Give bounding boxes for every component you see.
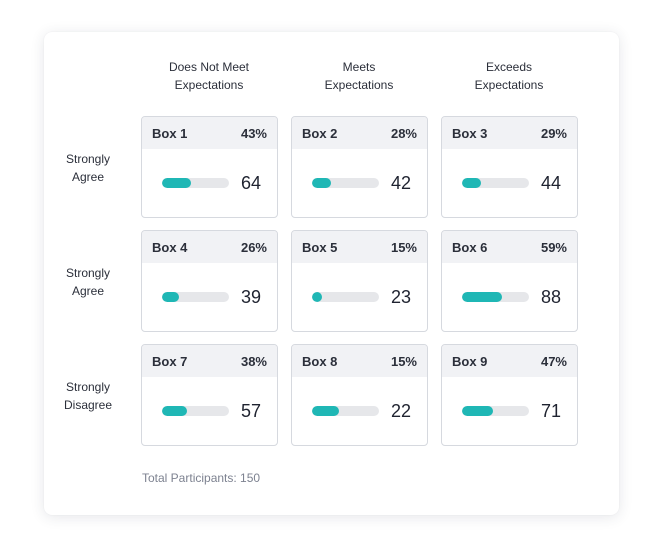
box-label: Box 4 [152, 239, 188, 255]
progress-bar [312, 406, 379, 416]
progress-bar [462, 406, 529, 416]
box-percent: 59% [540, 239, 567, 255]
box-header: Box 2 28% [292, 117, 427, 149]
box-count: 23 [391, 287, 412, 307]
box-count: 88 [541, 287, 562, 307]
progress-fill [162, 406, 188, 416]
progress-bar [162, 178, 229, 188]
box-percent: 43% [240, 125, 267, 141]
box-header: Box 7 38% [142, 345, 277, 377]
box-percent: 38% [240, 353, 267, 369]
box-label: Box 6 [452, 239, 488, 255]
progress-fill [312, 178, 331, 188]
progress-fill [462, 178, 482, 188]
box-label: Box 9 [452, 353, 488, 369]
box-percent: 28% [390, 125, 417, 141]
nine-box-grid-card: Does Not Meet Expectations Meets Expecta… [44, 32, 619, 515]
box-percent: 15% [390, 239, 417, 255]
box-header: Box 1 43% [142, 117, 277, 149]
box-header: Box 5 15% [292, 231, 427, 263]
progress-fill [462, 406, 494, 416]
box-label: Box 5 [302, 239, 338, 255]
box-header: Box 4 26% [142, 231, 277, 263]
box-percent: 26% [240, 239, 267, 255]
column-header-meets: Meets Expectations [324, 60, 394, 92]
box-label: Box 8 [302, 353, 338, 369]
row-header-1: Strongly Agree [65, 152, 111, 184]
column-header-does-not-meet: Does Not Meet Expectations [168, 60, 250, 92]
progress-fill [162, 292, 180, 302]
box-count: 64 [241, 173, 262, 193]
box-count: 42 [391, 173, 412, 193]
box-1[interactable]: Box 1 43% 64 [141, 116, 278, 218]
box-7[interactable]: Box 7 38% 57 [141, 344, 278, 446]
box-5[interactable]: Box 5 15% 23 [291, 230, 428, 332]
progress-fill [162, 178, 191, 188]
box-count: 71 [541, 401, 562, 421]
progress-bar [462, 292, 529, 302]
row-header-2: Strongly Agree [65, 266, 111, 298]
box-count: 57 [241, 401, 262, 421]
box-4[interactable]: Box 4 26% 39 [141, 230, 278, 332]
box-label: Box 2 [302, 125, 338, 141]
progress-bar [162, 292, 229, 302]
progress-bar [312, 178, 379, 188]
box-count: 22 [391, 401, 412, 421]
progress-bar [162, 406, 229, 416]
box-header: Box 3 29% [442, 117, 577, 149]
progress-fill [312, 292, 323, 302]
box-header: Box 9 47% [442, 345, 577, 377]
progress-fill [312, 406, 339, 416]
box-percent: 29% [540, 125, 567, 141]
column-header-exceeds: Exceeds Expectations [474, 60, 544, 92]
box-6[interactable]: Box 6 59% 88 [441, 230, 578, 332]
box-count: 39 [241, 287, 262, 307]
total-participants: Total Participants: 150 [142, 471, 261, 485]
progress-bar [312, 292, 379, 302]
box-percent: 15% [390, 353, 417, 369]
box-label: Box 1 [152, 125, 188, 141]
box-count: 44 [541, 173, 562, 193]
box-header: Box 6 59% [442, 231, 577, 263]
box-8[interactable]: Box 8 15% 22 [291, 344, 428, 446]
box-percent: 47% [540, 353, 567, 369]
box-3[interactable]: Box 3 29% 44 [441, 116, 578, 218]
box-label: Box 3 [452, 125, 488, 141]
box-header: Box 8 15% [292, 345, 427, 377]
box-2[interactable]: Box 2 28% 42 [291, 116, 428, 218]
row-header-3: Strongly Disagree [63, 380, 113, 412]
box-label: Box 7 [152, 353, 188, 369]
progress-bar [462, 178, 529, 188]
box-9[interactable]: Box 9 47% 71 [441, 344, 578, 446]
progress-fill [462, 292, 502, 302]
